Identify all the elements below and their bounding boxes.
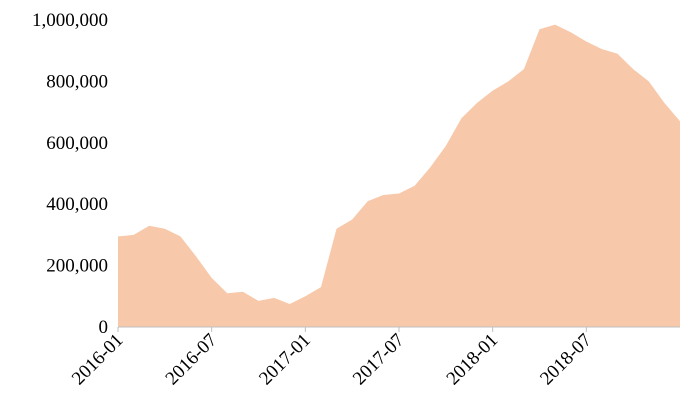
x-tick-label: 2017-01: [255, 330, 315, 390]
y-tick-label: 1,000,000: [32, 10, 108, 31]
y-tick-label: 600,000: [46, 133, 108, 154]
x-tick-label: 2016-07: [162, 330, 222, 390]
y-tick-label: 0: [99, 317, 109, 338]
x-tick-label: 2016-01: [68, 330, 128, 390]
y-tick-label: 200,000: [46, 256, 108, 277]
y-tick-label: 400,000: [46, 194, 108, 215]
x-tick-label: 2017-07: [349, 330, 409, 390]
x-tick-label: 2018-07: [536, 330, 596, 390]
y-tick-label: 800,000: [46, 71, 108, 92]
x-tick-label: 2018-01: [443, 330, 503, 390]
area: [118, 24, 680, 327]
